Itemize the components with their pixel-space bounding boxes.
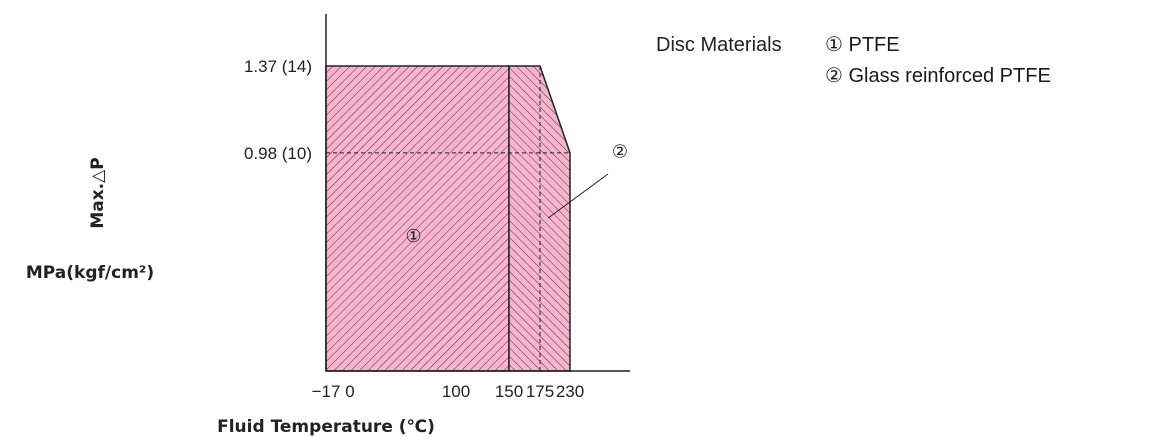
x-tick-label: 100 [442,382,470,401]
x-tick-label: 150 [495,382,523,401]
x-tick-labels: −17 0 100 150 175 230 [312,382,585,401]
legend: ① PTFE ② Glass reinforced PTFE [825,30,1051,92]
region-marker-leader-line [547,173,609,219]
legend-marker: ① [825,34,843,56]
region-ptfe [325,65,510,372]
y-tick-label: 0.98 (10) [244,144,312,163]
x-tick-label: 230 [556,382,584,401]
legend-label: Glass reinforced PTFE [848,65,1051,87]
legend-marker: ② [825,65,843,87]
y-axis-unit-label: MPa(kgf/cm²) [26,263,154,283]
x-tick-label: −17 [312,382,341,401]
legend-label: PTFE [848,34,900,56]
x-tick-label: 0 [345,382,354,401]
legend-title: Disc Materials [656,34,782,56]
legend-item-glass-reinforced-ptfe: ② Glass reinforced PTFE [825,61,1051,92]
y-tick-label: 1.37 (14) [244,57,312,76]
region-marker-glass-reinforced-ptfe: ② [612,141,628,162]
y-tick-labels: 1.37 (14) 0.98 (10) [244,57,312,163]
y-axis-label: Max.△P [88,157,108,228]
x-tick-label: 175 [526,382,554,401]
x-axis-label: Fluid Temperature (℃) [217,417,435,437]
region-marker-ptfe: ① [406,226,422,247]
legend-item-ptfe: ① PTFE [825,30,1051,61]
